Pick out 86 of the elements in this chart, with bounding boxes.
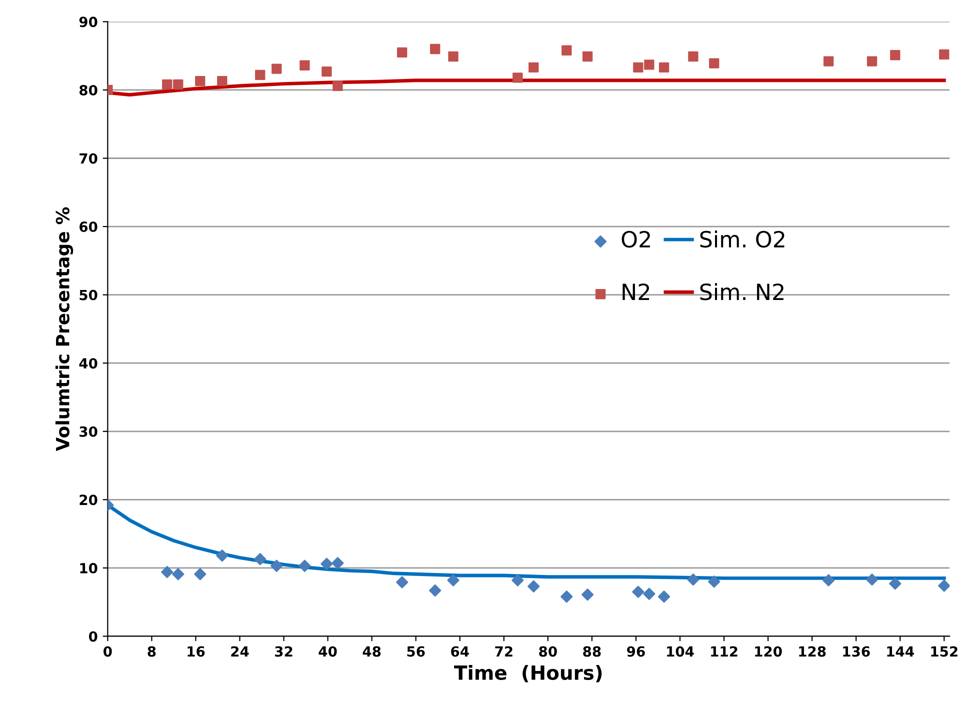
y-tick-label: 30 — [80, 426, 98, 437]
y-tick-label: 60 — [80, 222, 98, 232]
point — [332, 80, 343, 91]
x-tick-label: 112 — [711, 646, 738, 657]
point — [397, 47, 408, 58]
point — [272, 64, 282, 74]
y-tick-label: 20 — [80, 494, 98, 506]
x-tick-label: 80 — [539, 646, 557, 657]
y-tick-label: 0 — [88, 631, 98, 642]
legend-label: Sim. O2 — [700, 230, 784, 248]
point — [632, 586, 644, 598]
x-tick-label: 48 — [362, 646, 381, 657]
y-tick-label: 10 — [80, 562, 98, 574]
point — [687, 573, 700, 586]
point — [866, 56, 878, 66]
y-axis-title: Volumtric Precentage % — [55, 207, 74, 452]
x-tick-label: 72 — [495, 646, 512, 657]
point — [643, 588, 656, 600]
point — [658, 62, 670, 73]
point — [173, 79, 184, 90]
point — [194, 568, 206, 580]
x-tick-label: 24 — [231, 646, 249, 657]
point — [512, 574, 524, 586]
legend-label: N2 — [622, 283, 650, 300]
point — [562, 45, 572, 56]
x-tick-label: 8 — [148, 646, 156, 657]
y-tick-label: 70 — [80, 153, 98, 164]
point — [512, 72, 523, 83]
x-tick-label: 88 — [583, 646, 601, 657]
point — [255, 70, 266, 80]
x-tick-label: 16 — [188, 646, 205, 657]
point — [447, 574, 460, 586]
point — [889, 578, 902, 590]
point — [644, 60, 654, 70]
x-tick-label: 64 — [451, 646, 469, 657]
x-tick-label: 32 — [275, 646, 292, 657]
point — [161, 566, 174, 578]
legend-label: Sim. N2 — [700, 283, 784, 300]
x-axis-title: Time (Hours) — [454, 664, 602, 682]
x-tick-label: 0 — [104, 646, 112, 657]
point — [216, 550, 228, 562]
point — [320, 558, 333, 570]
y-tick-label: 90 — [79, 16, 98, 28]
point — [709, 58, 720, 68]
point — [217, 76, 228, 86]
point — [448, 51, 458, 62]
x-tick-label: 136 — [843, 646, 870, 657]
point — [939, 49, 950, 60]
point — [322, 66, 332, 77]
point — [298, 560, 311, 572]
point — [581, 588, 594, 601]
x-tick-label: 56 — [407, 646, 425, 657]
legend-label: O2 — [622, 230, 650, 248]
point — [822, 574, 835, 586]
x-tick-label: 120 — [755, 646, 782, 657]
point — [172, 568, 184, 580]
point — [938, 580, 950, 592]
point — [560, 590, 573, 603]
x-tick-label: 144 — [887, 646, 914, 657]
point — [396, 576, 408, 588]
point — [866, 573, 878, 586]
point — [633, 62, 644, 73]
x-tick-label: 40 — [318, 646, 337, 657]
y-tick-label: 50 — [80, 290, 98, 300]
point — [528, 580, 540, 592]
point — [429, 584, 442, 597]
point — [582, 51, 593, 62]
point — [528, 62, 539, 73]
point — [270, 560, 283, 572]
point — [430, 44, 440, 54]
point — [688, 51, 698, 62]
point — [332, 557, 344, 570]
x-tick-label: 104 — [667, 646, 694, 657]
point — [658, 590, 670, 603]
point — [195, 76, 206, 86]
point — [708, 576, 720, 588]
x-tick-label: 128 — [799, 646, 826, 657]
x-tick-label: 152 — [931, 646, 958, 657]
x-tick-label: 96 — [627, 646, 645, 657]
y-tick-label: 40 — [79, 358, 98, 369]
point — [823, 56, 834, 66]
point — [300, 60, 310, 70]
y-tick-label: 80 — [79, 84, 98, 96]
point — [254, 553, 266, 566]
point — [162, 79, 172, 90]
point — [890, 50, 900, 60]
